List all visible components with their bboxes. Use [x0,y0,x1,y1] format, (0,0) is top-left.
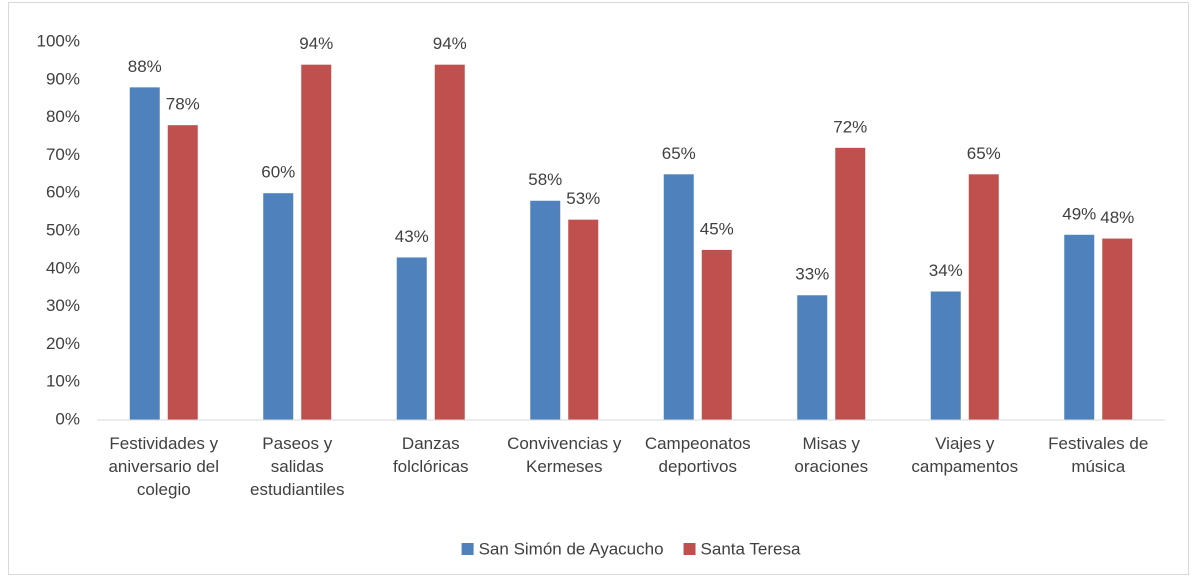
bar [835,147,866,420]
y-tick-label: 40% [46,258,80,277]
value-label: 94% [433,34,467,53]
value-label: 78% [166,95,200,114]
value-label: 48% [1100,208,1134,227]
bar [701,249,732,420]
legend-label: Santa Teresa [701,539,801,558]
y-tick-label: 20% [46,334,80,353]
x-tick-label: Misas y oraciones [794,434,868,476]
value-label: 60% [261,163,295,182]
x-tick-label: Festividades y aniversario del colegio [108,434,219,499]
legend-label: San Simón de Ayacucho [479,539,664,558]
value-label: 94% [299,34,333,53]
value-label: 72% [833,117,867,136]
bar [1102,238,1133,420]
value-label: 65% [967,144,1001,163]
y-tick-label: 100% [37,31,80,50]
y-tick-label: 70% [46,145,80,164]
legend: San Simón de Ayacucho Santa Teresa [461,539,801,558]
x-tick-label: Festivales de música [1048,434,1148,476]
bar [663,174,694,420]
bar [568,219,599,420]
y-tick-label: 30% [46,296,80,315]
bar [968,174,999,420]
x-tick-label: Danzas folclóricas [393,434,469,476]
y-tick-label: 80% [46,107,80,126]
legend-swatch [683,543,696,555]
value-label: 88% [128,57,162,76]
bar [797,295,828,420]
bar [167,125,198,420]
y-tick-label: 60% [46,183,80,202]
y-tick-label: 10% [46,372,80,391]
bar [930,291,961,420]
value-label: 65% [662,144,696,163]
x-tick-label: Paseos y salidas estudiantiles [250,434,345,499]
bar [1064,234,1095,420]
y-tick-label: 50% [46,220,80,239]
x-tick-label: Convivencias y Kermeses [507,434,622,476]
value-label: 49% [1062,204,1096,223]
bar [301,64,332,421]
value-label: 58% [528,170,562,189]
x-tick-label: Campeonatos deportivos [645,434,751,476]
bar [263,193,294,420]
y-tick-label: 0% [55,409,80,428]
bar [396,257,427,420]
y-tick-label: 90% [46,69,80,88]
legend-swatch [461,543,474,555]
value-label: 43% [395,227,429,246]
value-label: 34% [929,261,963,280]
value-label: 33% [795,265,829,284]
x-tick-label: Viajes y campamentos [911,434,1018,476]
value-label: 53% [566,189,600,208]
bar [129,87,160,421]
bar [434,64,465,421]
value-label: 45% [700,219,734,238]
bar [530,200,561,420]
